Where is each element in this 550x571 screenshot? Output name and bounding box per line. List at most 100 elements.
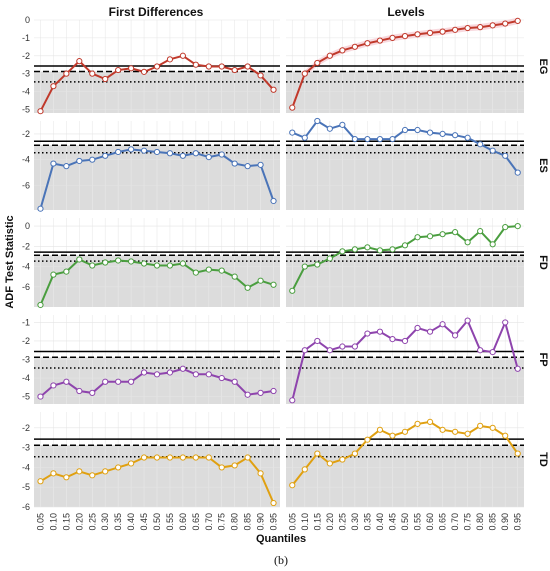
x-tick-label: 0.85: [488, 513, 498, 531]
data-point: [37, 393, 44, 400]
data-point: [218, 374, 225, 382]
data-point: [179, 152, 186, 159]
data-point: [166, 369, 174, 376]
data-point: [439, 130, 446, 137]
x-tick-label: 0.05: [287, 513, 297, 531]
data-point: [514, 365, 521, 372]
y-tick-label: -1: [22, 33, 30, 43]
data-point: [231, 273, 238, 280]
data-point: [115, 378, 122, 385]
data-point: [314, 450, 321, 457]
data-point: [376, 37, 384, 44]
y-tick-label: -4: [22, 462, 30, 472]
y-tick-label: -5: [22, 392, 30, 402]
x-tick-label: 0.45: [139, 513, 149, 531]
data-point: [489, 424, 496, 431]
data-point: [50, 83, 57, 90]
data-point: [514, 169, 521, 176]
data-point: [339, 456, 346, 463]
y-tick-label: -3: [22, 69, 30, 79]
data-point: [115, 464, 122, 471]
data-point: [89, 389, 96, 396]
data-point: [270, 86, 277, 93]
data-point: [179, 365, 186, 372]
data-point: [205, 154, 212, 161]
y-tick-label: -2: [22, 423, 30, 433]
data-point: [439, 321, 446, 328]
data-point: [439, 231, 446, 238]
y-tick-label: 0: [25, 15, 30, 25]
y-axis-title: ADF Test Statistic: [4, 215, 16, 308]
data-point: [464, 430, 471, 437]
data-point: [452, 428, 459, 435]
data-point: [477, 141, 484, 148]
data-point: [489, 348, 496, 356]
data-point: [351, 43, 358, 50]
data-point: [426, 328, 434, 335]
x-tick-label: 0.85: [243, 513, 253, 531]
y-tick-label: -1: [22, 317, 30, 327]
data-point: [314, 261, 321, 268]
y-tick-label: -2: [22, 336, 30, 346]
data-point: [452, 26, 459, 33]
data-point: [351, 135, 358, 143]
y-tick-label: -4: [22, 373, 30, 383]
data-point: [477, 24, 484, 31]
data-point: [231, 160, 238, 167]
data-point: [270, 387, 277, 395]
y-tick-label: -6: [22, 502, 30, 512]
data-point: [257, 161, 264, 168]
x-tick-label: 0.75: [463, 513, 473, 531]
data-point: [192, 150, 199, 157]
x-tick-label: 0.35: [113, 513, 123, 531]
x-tick-label: 0.90: [500, 513, 510, 531]
data-point: [464, 239, 471, 246]
y-tick-label: -6: [22, 282, 30, 292]
data-point: [128, 146, 135, 153]
panel-eg-first-differences: 0 -1 -2 -3 -4 -5: [22, 15, 280, 114]
data-point: [414, 31, 421, 38]
y-tick-label: -2: [22, 51, 30, 61]
data-point: [514, 17, 521, 24]
data-point: [364, 330, 371, 337]
data-point: [376, 135, 384, 143]
data-point: [205, 266, 212, 273]
x-tick-label: 0.80: [230, 513, 240, 531]
data-point: [514, 222, 521, 230]
panel-es-first-differences: -2 -4 -6: [22, 121, 280, 212]
data-point: [244, 163, 251, 170]
data-point: [326, 52, 333, 59]
x-tick-label: 0.40: [126, 513, 136, 531]
data-point: [37, 301, 44, 309]
x-tick-label: 0.45: [387, 513, 397, 531]
data-point: [452, 332, 459, 339]
data-point: [301, 134, 308, 141]
data-point: [153, 148, 161, 156]
x-tick-label: 0.40: [375, 513, 385, 531]
data-point: [376, 328, 384, 335]
data-point: [102, 378, 109, 385]
data-point: [140, 68, 148, 75]
data-point: [192, 269, 199, 276]
data-point: [244, 284, 251, 291]
data-point: [389, 336, 396, 343]
data-point: [244, 391, 251, 398]
data-point: [140, 454, 148, 461]
data-point: [179, 260, 186, 267]
data-point: [489, 241, 496, 248]
data-point: [289, 129, 296, 136]
panel-es-levels: [286, 117, 524, 210]
data-point: [192, 371, 199, 378]
data-point: [326, 125, 333, 132]
data-point: [63, 378, 70, 385]
x-tick-label: 0.70: [450, 513, 460, 531]
data-point: [414, 420, 421, 427]
data-point: [477, 422, 484, 429]
data-point: [76, 387, 83, 395]
data-point: [153, 63, 161, 70]
data-point: [89, 262, 96, 269]
x-tick-label: 0.55: [165, 513, 175, 531]
data-point: [502, 20, 509, 27]
column-title-first-differences: First Differences: [109, 5, 204, 19]
data-point: [244, 454, 251, 461]
